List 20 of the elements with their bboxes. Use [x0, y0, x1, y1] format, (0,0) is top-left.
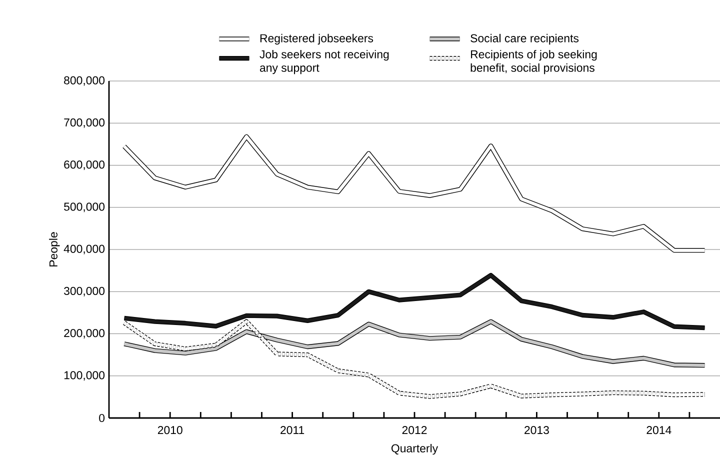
y-tick-label: 600,000: [64, 160, 105, 170]
y-tick-label: 700,000: [64, 118, 105, 128]
x-tick-label: 2011: [280, 426, 304, 434]
y-axis-title: People: [49, 232, 60, 266]
y-tick-label: 0: [99, 414, 105, 422]
x-tick-label: 2014: [646, 426, 672, 434]
x-tick-label: 2013: [524, 426, 549, 434]
legend-label: Job seekers not receiving any support: [260, 50, 389, 74]
legend-label: Recipients of job seeking benefit, social provisions: [470, 50, 597, 74]
y-tick-label: 200,000: [64, 329, 105, 338]
legend-label: Registered jobseekers: [260, 34, 374, 45]
x-tick-label: 2012: [402, 426, 427, 434]
y-tick-label: 300,000: [64, 286, 105, 296]
y-tick-label: 500,000: [64, 202, 105, 212]
y-tick-label: 800,000: [64, 76, 105, 86]
legend-label: Social care recipients: [470, 34, 579, 45]
x-tick-label: 2010: [158, 426, 182, 434]
y-tick-label: 100,000: [64, 371, 105, 381]
x-axis-title: Quarterly: [391, 444, 438, 455]
y-tick-label: 400,000: [64, 244, 105, 254]
